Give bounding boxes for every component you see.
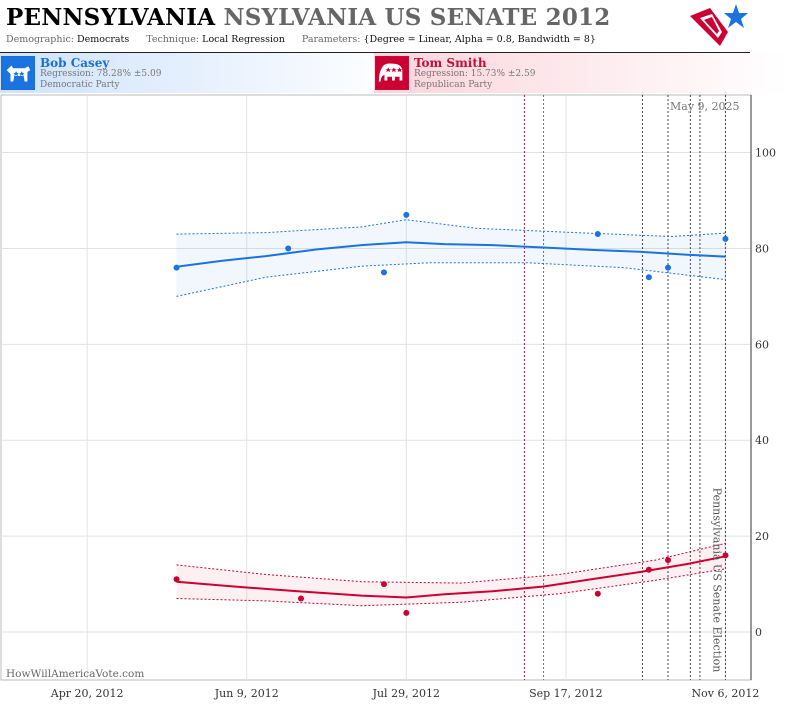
candidate-republican: Tom Smith Regression: 15.73% ±2.59 Repub… <box>374 53 789 93</box>
plot-area <box>0 94 752 681</box>
parameters-label: Parameters: <box>301 34 361 45</box>
y-tick-label: 60 <box>755 338 769 351</box>
title-state: PENNSYLVANIA <box>6 4 216 31</box>
demographic-label: Demographic: <box>6 34 75 45</box>
confidence-bands <box>176 219 726 607</box>
poll-points <box>173 211 729 616</box>
donkey-icon <box>1 56 35 90</box>
y-tick-label: 80 <box>755 242 769 255</box>
poll-point-smith <box>298 595 304 602</box>
poll-point-smith <box>380 581 387 588</box>
y-tick-label: 100 <box>755 147 776 160</box>
candidate-name-casey: Bob Casey <box>40 56 110 70</box>
star-flag-logo-icon <box>690 4 748 46</box>
poll-point-smith <box>403 609 410 616</box>
poll-point-casey <box>403 211 410 218</box>
candidate-party-casey: Democratic Party <box>40 80 120 90</box>
band-lower-smith <box>176 568 726 607</box>
x-tick-label: Apr 20, 2012 <box>50 687 124 700</box>
poll-point-casey <box>285 245 292 252</box>
chart-header: PENNSYLVANIA NSYLVANIA US SENATE 2012 De… <box>0 0 750 53</box>
confidence-band-casey <box>176 219 726 297</box>
x-tick-label: Sep 17, 2012 <box>529 687 603 700</box>
title-race: NSYLVANIA US SENATE 2012 <box>223 4 611 31</box>
date-stamp: May 9, 2025 <box>670 100 740 113</box>
candidate-democrat: Bob Casey Regression: 78.28% ±5.09 Democ… <box>0 53 395 93</box>
poll-point-casey <box>173 264 180 271</box>
y-tick-label: 40 <box>755 434 769 447</box>
poll-point-casey <box>722 235 729 242</box>
poll-point-smith <box>594 590 601 597</box>
candidate-party-smith: Republican Party <box>414 80 493 90</box>
trend-line-casey <box>176 241 726 268</box>
site-watermark: HowWillAmericaVote.com <box>6 668 145 680</box>
y-tick-label: 0 <box>755 626 762 639</box>
technique-value: Local Regression <box>202 34 285 45</box>
confidence-band-smith <box>176 543 726 606</box>
candidate-regression-casey: Regression: 78.28% ±5.09 <box>40 69 162 79</box>
grid-lines <box>0 94 752 681</box>
poll-point-casey <box>665 264 672 271</box>
parameters-value: {Degree = Linear, Alpha = 0.8, Bandwidth… <box>363 34 596 45</box>
poll-point-smith <box>173 576 180 583</box>
candidate-name-smith: Tom Smith <box>414 56 487 70</box>
poll-point-casey <box>594 231 601 238</box>
poll-point-smith <box>722 552 729 559</box>
page-title: PENNSYLVANIA NSYLVANIA US SENATE 2012 <box>6 4 610 31</box>
axes: 0 20 40 60 80 100 Apr 20, 2012 Jun 9, 2012 Jul 2… <box>50 95 776 700</box>
poll-point-casey <box>645 274 652 281</box>
poll-point-smith <box>665 557 672 564</box>
x-tick-label: Nov 6, 2012 <box>691 687 759 700</box>
band-lower-casey <box>176 262 726 297</box>
band-upper-smith <box>176 542 726 584</box>
y-tick-label: 20 <box>755 530 769 543</box>
candidate-regression-smith: Regression: 15.73% ±2.59 <box>414 69 536 79</box>
x-tick-label: Jul 29, 2012 <box>372 687 441 700</box>
x-tick-label: Jun 9, 2012 <box>214 687 279 700</box>
elephant-icon <box>375 56 409 90</box>
technique-label: Technique: <box>146 34 200 45</box>
election-day-label: Pennsylvania US Senate Election <box>710 487 724 673</box>
poll-point-smith <box>645 566 652 573</box>
parameters-line: Demographic: Democrats Technique: Local … <box>6 34 610 45</box>
band-upper-casey <box>176 219 726 238</box>
demographic-value: Democrats <box>77 34 130 45</box>
poll-point-casey <box>380 269 387 276</box>
event-lines <box>523 95 726 680</box>
